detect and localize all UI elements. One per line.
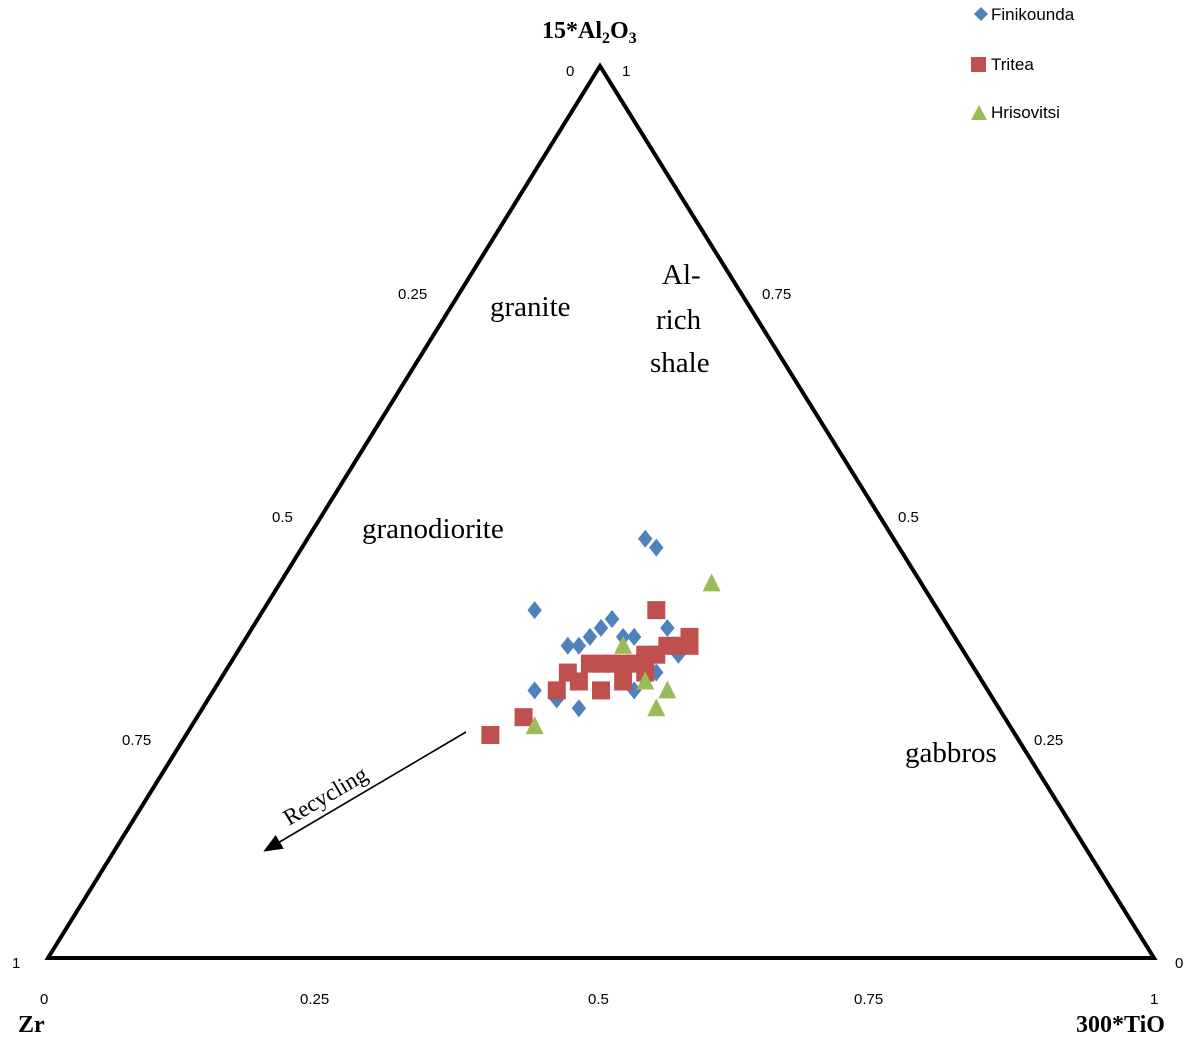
tick-right-05: 0.5 [898,509,919,526]
point-hrisovitsi-2 [614,635,633,654]
tick-left-075: 0.75 [122,732,151,749]
point-tritea-18 [614,672,633,691]
point-finikounda-1 [649,538,664,557]
point-finikounda-2 [527,601,542,620]
field-al-rich-1: Al- [662,259,701,291]
point-tritea-0 [647,601,666,620]
tick-bottom-1: 1 [1150,991,1158,1008]
point-tritea-15 [547,681,566,700]
legend-label-tritea: Tritea [991,55,1034,74]
point-finikounda-13 [571,699,587,718]
point-hrisovitsi-3 [636,671,655,690]
field-granodiorite: granodiorite [362,513,504,545]
point-finikounda-15 [626,681,642,700]
tick-top-left: 0 [566,63,574,80]
tick-right-0: 0 [1175,955,1183,972]
tick-right-075: 0.75 [762,286,791,303]
point-hrisovitsi-5 [658,680,677,699]
field-al-rich-3: shale [650,347,710,379]
point-finikounda-16 [649,663,664,682]
legend-label-finikounda: Finikounda [991,5,1075,24]
point-tritea-17 [592,681,610,700]
point-finikounda-7 [626,627,642,646]
tick-right-025: 0.25 [1034,732,1063,749]
legend-marker-tritea [971,57,986,72]
point-tritea-14 [680,627,699,646]
data-points [481,529,721,744]
tick-top-right: 1 [622,63,630,80]
point-finikounda-4 [604,610,620,629]
point-tritea-16 [569,672,588,691]
point-finikounda-10 [660,618,675,637]
tick-bottom-075: 0.75 [854,991,883,1008]
field-granite: granite [490,291,571,323]
point-finikounda-3 [593,618,609,637]
recycling-arrow [263,731,467,852]
point-finikounda-11 [527,681,542,700]
legend-label-hrisovitsi: Hrisovitsi [991,103,1060,122]
tick-bottom-05: 0.5 [588,991,609,1008]
point-tritea-1 [481,726,500,744]
point-finikounda-8 [571,636,587,655]
point-hrisovitsi-4 [647,698,666,717]
legend: Finikounda Tritea Hrisovitsi [971,5,1075,122]
point-finikounda-0 [638,529,653,548]
apex-right-label: 300*TiO [1076,1012,1165,1038]
legend-marker-finikounda [974,7,988,21]
point-hrisovitsi-0 [702,573,721,592]
tick-left-025: 0.25 [398,286,427,303]
point-tritea-2 [514,708,533,727]
legend-marker-hrisovitsi [971,105,987,120]
point-hrisovitsi-1 [525,716,544,735]
tick-left-1: 1 [12,955,20,972]
field-gabbros: gabbros [905,737,997,769]
ternary-frame [44,62,1158,960]
tick-bottom-025: 0.25 [300,991,329,1008]
point-finikounda-9 [560,636,576,655]
tick-left-05: 0.5 [272,509,293,526]
field-al-rich-2: rich [656,304,702,336]
tick-bottom-0: 0 [40,991,48,1008]
apex-left-label: Zr [18,1012,45,1038]
point-finikounda-5 [582,627,598,646]
apex-top-label: 15*Al2O3 [542,18,637,47]
